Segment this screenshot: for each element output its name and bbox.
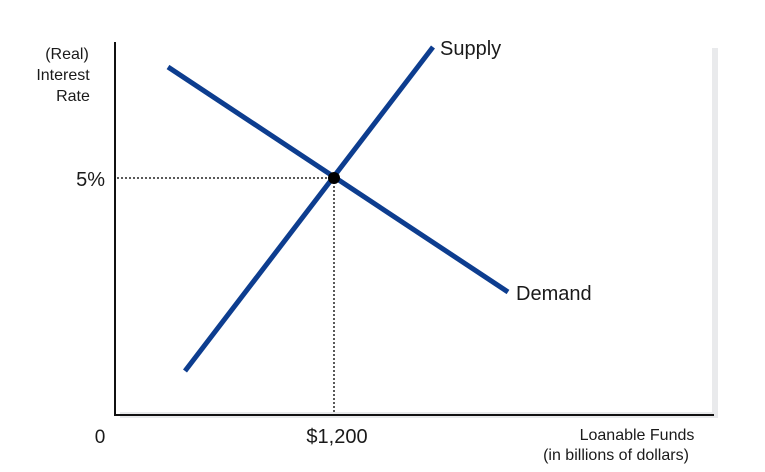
y-axis-label-line-1: (Real) bbox=[45, 46, 89, 63]
x-tick-label: $1,200 bbox=[306, 426, 367, 448]
supply-curve bbox=[183, 45, 435, 373]
y-axis-label-line-2: Interest bbox=[36, 67, 90, 84]
x-axis-label-line-1: Loanable Funds bbox=[580, 427, 695, 444]
y-axis-label-line-3: Rate bbox=[56, 88, 90, 105]
equilibrium-point bbox=[328, 172, 340, 184]
y-tick-label: 5% bbox=[76, 169, 105, 191]
supply-label: Supply bbox=[440, 38, 501, 60]
x-axis-label-line-2: (in billions of dollars) bbox=[543, 447, 689, 464]
demand-label: Demand bbox=[516, 283, 592, 305]
origin-label: 0 bbox=[95, 427, 106, 448]
